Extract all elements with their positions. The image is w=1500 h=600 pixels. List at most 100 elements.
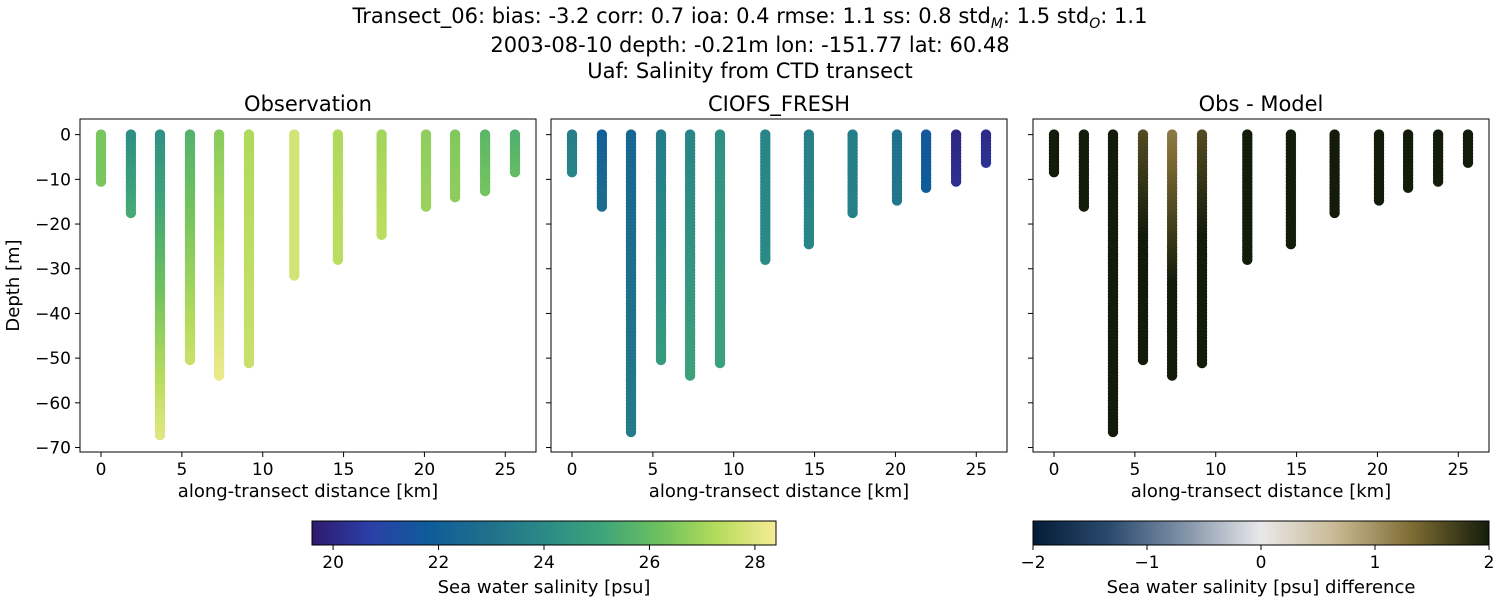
data-point: [1137, 354, 1149, 366]
x-tick-label: 15: [1286, 460, 1308, 480]
data-point: [1078, 201, 1090, 212]
profile-column: [1242, 129, 1253, 265]
profile-column: [1196, 129, 1208, 369]
profile-column: [625, 129, 637, 438]
data-point: [1402, 182, 1414, 193]
profile-column: [714, 129, 726, 369]
profile-column: [684, 129, 696, 381]
data-point: [509, 167, 521, 178]
data-point: [980, 157, 992, 168]
profile-column: [1078, 129, 1090, 212]
panel-title: Observation: [244, 92, 372, 116]
profile-column: [1462, 129, 1474, 168]
colorbar-2: −2 −1 0 1 2 Sea water salinity [psu] differen…: [1020, 520, 1495, 598]
colorbar-tick-label: 2: [1484, 553, 1495, 573]
data-point: [920, 182, 932, 193]
colorbar-label: Sea water salinity [psu]: [438, 577, 651, 598]
y-tick-label: −40: [35, 304, 71, 324]
panel-title: Obs - Model: [1199, 92, 1324, 116]
data-point: [1462, 157, 1474, 168]
x-tick-label: 10: [1205, 460, 1227, 480]
data-point: [243, 357, 255, 369]
x-tick-label: 10: [723, 460, 745, 480]
data-point: [1432, 176, 1444, 187]
x-tick-label: 0: [1049, 460, 1060, 480]
colorbar-tick-label: 0: [1256, 553, 1267, 573]
data-point: [625, 426, 637, 438]
data-point: [125, 207, 137, 219]
data-point: [891, 195, 903, 206]
panel-3: Obs - Model 0 5 10 15 20 25 along-transect dist…: [1028, 92, 1490, 502]
data-point: [684, 370, 696, 381]
std-obs-value: : 1.1: [1100, 4, 1148, 28]
profile-column: [1107, 129, 1119, 438]
profile-column: [760, 129, 771, 265]
data-point: [1166, 370, 1178, 381]
x-axis-label: along-transect distance [km]: [1131, 481, 1391, 502]
data-point: [655, 354, 667, 366]
colorbar-tick-label: 28: [744, 553, 766, 573]
x-tick-label: 0: [96, 460, 107, 480]
data-point: [714, 357, 726, 369]
profile-column: [243, 129, 255, 369]
colorbar-tick-label: −2: [1020, 553, 1045, 573]
profile-column: [289, 129, 300, 281]
data-point: [847, 207, 858, 219]
profile-column: [920, 129, 932, 193]
data-point: [1329, 207, 1340, 219]
x-axis-label: along-transect distance [km]: [178, 481, 438, 502]
data-point: [420, 201, 432, 212]
data-point: [289, 270, 300, 281]
profile-column: [566, 129, 578, 178]
profile-column: [184, 129, 196, 366]
profile-column: [1402, 129, 1414, 193]
x-tick-label: 20: [885, 460, 907, 480]
y-tick-label: −30: [35, 260, 71, 280]
panel-title: CIOFS_FRESH: [708, 92, 850, 117]
x-tick-label: 20: [414, 460, 436, 480]
data-point: [596, 201, 608, 212]
colorbar-label: Sea water salinity [psu] difference: [1107, 577, 1416, 598]
title-metrics-text: Transect_06: bias: -3.2 corr: 0.7 ioa: 0…: [352, 4, 991, 28]
std-obs-subscript: O: [1089, 16, 1101, 33]
x-tick-label: 15: [804, 460, 826, 480]
data-point: [950, 176, 962, 187]
data-point: [184, 354, 196, 366]
colorbar-tick-label: 20: [322, 553, 344, 573]
axes-frame: [1032, 118, 1490, 453]
data-point: [1242, 254, 1253, 265]
x-tick-label: 20: [1367, 460, 1389, 480]
profile-column: [479, 129, 491, 197]
x-tick-label: 25: [1447, 460, 1469, 480]
profile-column: [420, 129, 432, 212]
profile-column: [213, 129, 225, 381]
x-tick-label: 5: [176, 460, 187, 480]
profile-column: [950, 129, 962, 187]
y-tick-label: 0: [60, 126, 71, 146]
profile-column: [1329, 129, 1340, 219]
profile-column: [891, 129, 903, 206]
data-point: [1285, 239, 1297, 250]
std-model-subscript: M: [990, 16, 1003, 33]
x-tick-label: 10: [252, 460, 274, 480]
profile-column: [655, 129, 667, 366]
figure-title-line2: 2003-08-10 depth: -0.21m lon: -151.77 la…: [490, 33, 1010, 57]
x-axis-label: along-transect distance [km]: [649, 481, 909, 502]
x-tick-label: 25: [494, 460, 516, 480]
colorbar-tick-label: 24: [533, 553, 555, 573]
profile-column: [1048, 129, 1060, 178]
profile-column: [95, 129, 107, 187]
data-point: [1107, 426, 1119, 438]
x-tick-label: 0: [567, 460, 578, 480]
x-tick-label: 15: [333, 460, 355, 480]
colorbar-tick-label: −1: [1134, 553, 1159, 573]
data-point: [332, 254, 344, 265]
data-point: [1048, 167, 1060, 178]
profile-column: [847, 129, 858, 219]
y-tick-label: −10: [35, 170, 71, 190]
profile-column: [1285, 129, 1297, 250]
data-point: [95, 176, 107, 187]
profile-column: [376, 129, 387, 240]
colorbar-gradient: [1032, 520, 1490, 546]
